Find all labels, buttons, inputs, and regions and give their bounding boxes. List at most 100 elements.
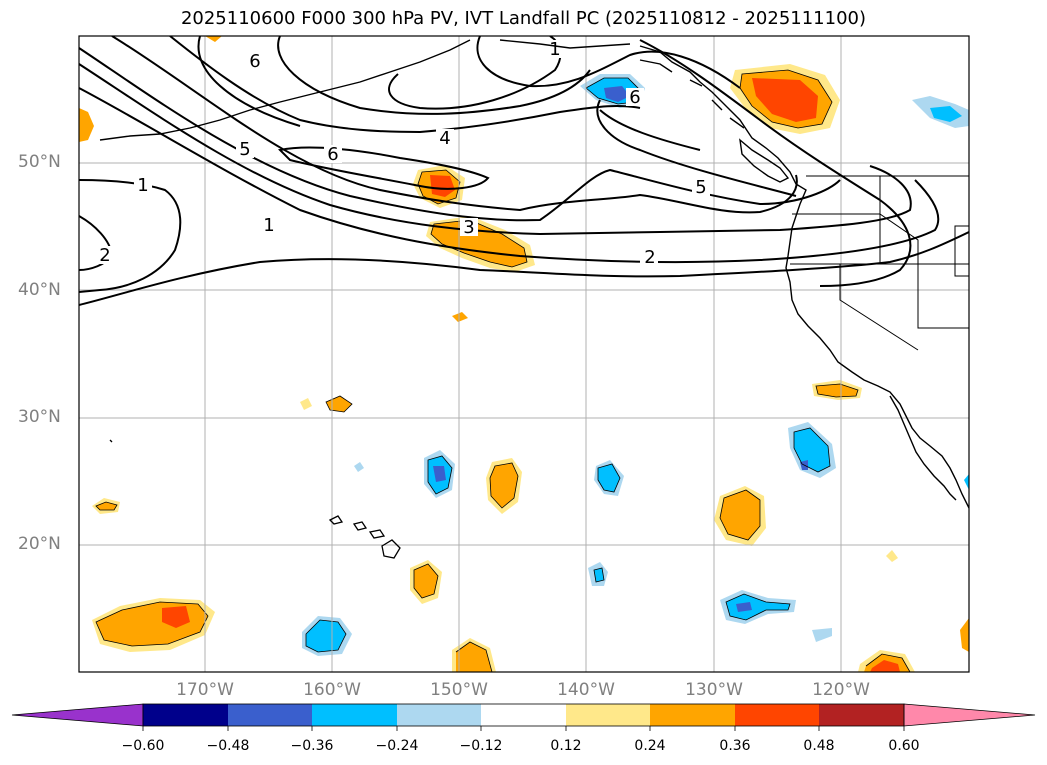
lon-label-150w: 150°W	[430, 680, 488, 700]
pv-anomaly-patch	[433, 466, 446, 482]
coastline-islands	[639, 59, 745, 129]
pv-anomaly-patch	[594, 568, 604, 582]
colorbar-bin	[481, 704, 566, 726]
lon-label-140w: 140°W	[557, 680, 615, 700]
border-states	[790, 176, 969, 351]
pv-anomaly-patch	[720, 490, 760, 540]
colorbar-tick-label: 0.12	[550, 738, 582, 754]
coastline-baja	[889, 395, 957, 501]
colorbar-bin	[819, 704, 904, 726]
pv-anomaly-patch	[456, 642, 492, 672]
pv-anomaly-patch	[752, 78, 818, 122]
gridlines	[79, 36, 969, 672]
coastline-alaska-peninsula	[99, 39, 471, 141]
contour-label: 1	[549, 39, 560, 60]
lat-label-40n: 40°N	[18, 280, 61, 300]
pv-anomaly-patch	[430, 175, 455, 197]
hawaiian-islands	[109, 439, 401, 559]
contour-line	[169, 36, 641, 134]
patch-outline	[489, 462, 519, 509]
patch-outline	[815, 383, 859, 398]
patch-outline	[413, 563, 439, 599]
pv-anomaly-patch	[354, 462, 364, 472]
contour-label: 2	[99, 245, 110, 266]
lon-label-170w: 170°W	[176, 680, 234, 700]
patch-outline	[739, 69, 833, 129]
patch-outline	[593, 567, 605, 583]
colorbar-bin	[143, 704, 228, 726]
patch-outline	[305, 619, 347, 653]
pv-anomaly-patch	[414, 564, 438, 598]
contour-label: 5	[695, 177, 706, 198]
island	[381, 539, 401, 559]
patch-outline	[719, 489, 761, 541]
contour-label: 6	[327, 144, 338, 165]
patch-outline	[325, 395, 353, 413]
pv-anomaly-patch	[490, 463, 518, 508]
coastline-north-america	[639, 45, 969, 509]
pv-anomaly-patch	[736, 602, 752, 612]
pv-anomaly-patch	[604, 86, 630, 102]
contour-label: 1	[263, 215, 274, 236]
contour-label: 1	[137, 175, 148, 196]
borders	[790, 175, 969, 351]
contour-line	[79, 87, 940, 264]
contour-line	[599, 109, 701, 151]
colorbar-bin	[566, 704, 650, 726]
contour-label: 3	[463, 217, 474, 238]
pv-anomaly-patch	[726, 594, 790, 620]
pv-anomaly-patch	[812, 628, 832, 642]
contour-line	[639, 39, 912, 287]
colorbar-bin	[397, 704, 481, 726]
colorbar-tick-label: 0.48	[803, 738, 835, 754]
patch-outline	[95, 501, 118, 511]
contour-line	[197, 36, 301, 127]
contour-label: 6	[249, 51, 260, 72]
pv-anomaly-patch	[452, 312, 468, 322]
colorbar-tick-label: 0.60	[888, 738, 920, 754]
map-frame	[78, 35, 970, 673]
contour-line	[476, 36, 741, 89]
lon-label-130w: 130°W	[685, 680, 743, 700]
coastlines	[99, 39, 969, 509]
island	[109, 439, 113, 443]
patch-outline	[725, 593, 791, 621]
colorbar-bin	[735, 704, 819, 726]
lat-label-20n: 20°N	[18, 534, 61, 554]
pv-positive-patches	[79, 36, 969, 672]
contour-line	[111, 36, 798, 214]
pv-anomaly-patch	[162, 606, 190, 628]
patch-outline	[95, 601, 209, 647]
colorbar-bin	[228, 704, 312, 726]
pv-anomaly-patch	[306, 620, 346, 652]
map-area	[79, 36, 969, 672]
colorbar-bin	[312, 704, 397, 726]
colorbar-extend-min	[11, 703, 144, 727]
contour-line	[596, 99, 797, 197]
inset-box	[954, 225, 969, 277]
pv-anomaly-patch	[964, 474, 969, 490]
pv-anomaly-patch	[205, 36, 222, 42]
lon-label-120w: 120°W	[812, 680, 870, 700]
lon-label-160w: 160°W	[303, 680, 361, 700]
patch-outline	[793, 427, 831, 473]
contour-label: 5	[239, 139, 250, 160]
pv-anomaly-patch	[79, 108, 94, 142]
island	[328, 515, 344, 525]
pv-anomaly-patch	[870, 660, 900, 672]
coastline-gulf-alaska	[499, 39, 631, 49]
pv-anomaly-patch	[598, 464, 620, 492]
patch-outline	[865, 653, 911, 672]
contour-label: 4	[439, 128, 450, 149]
island	[352, 521, 368, 531]
colorbar-tick-label: −0.60	[121, 738, 165, 754]
patch-outline	[597, 463, 621, 493]
contour-line	[79, 63, 912, 236]
colorbar-bin	[650, 704, 735, 726]
colorbar-tick-label: −0.36	[290, 738, 334, 754]
colorbar-tick-label: 0.36	[719, 738, 751, 754]
colorbar-ticks	[142, 726, 905, 731]
contour-label-masks	[96, 40, 710, 266]
pv-anomaly-patch	[816, 384, 858, 397]
